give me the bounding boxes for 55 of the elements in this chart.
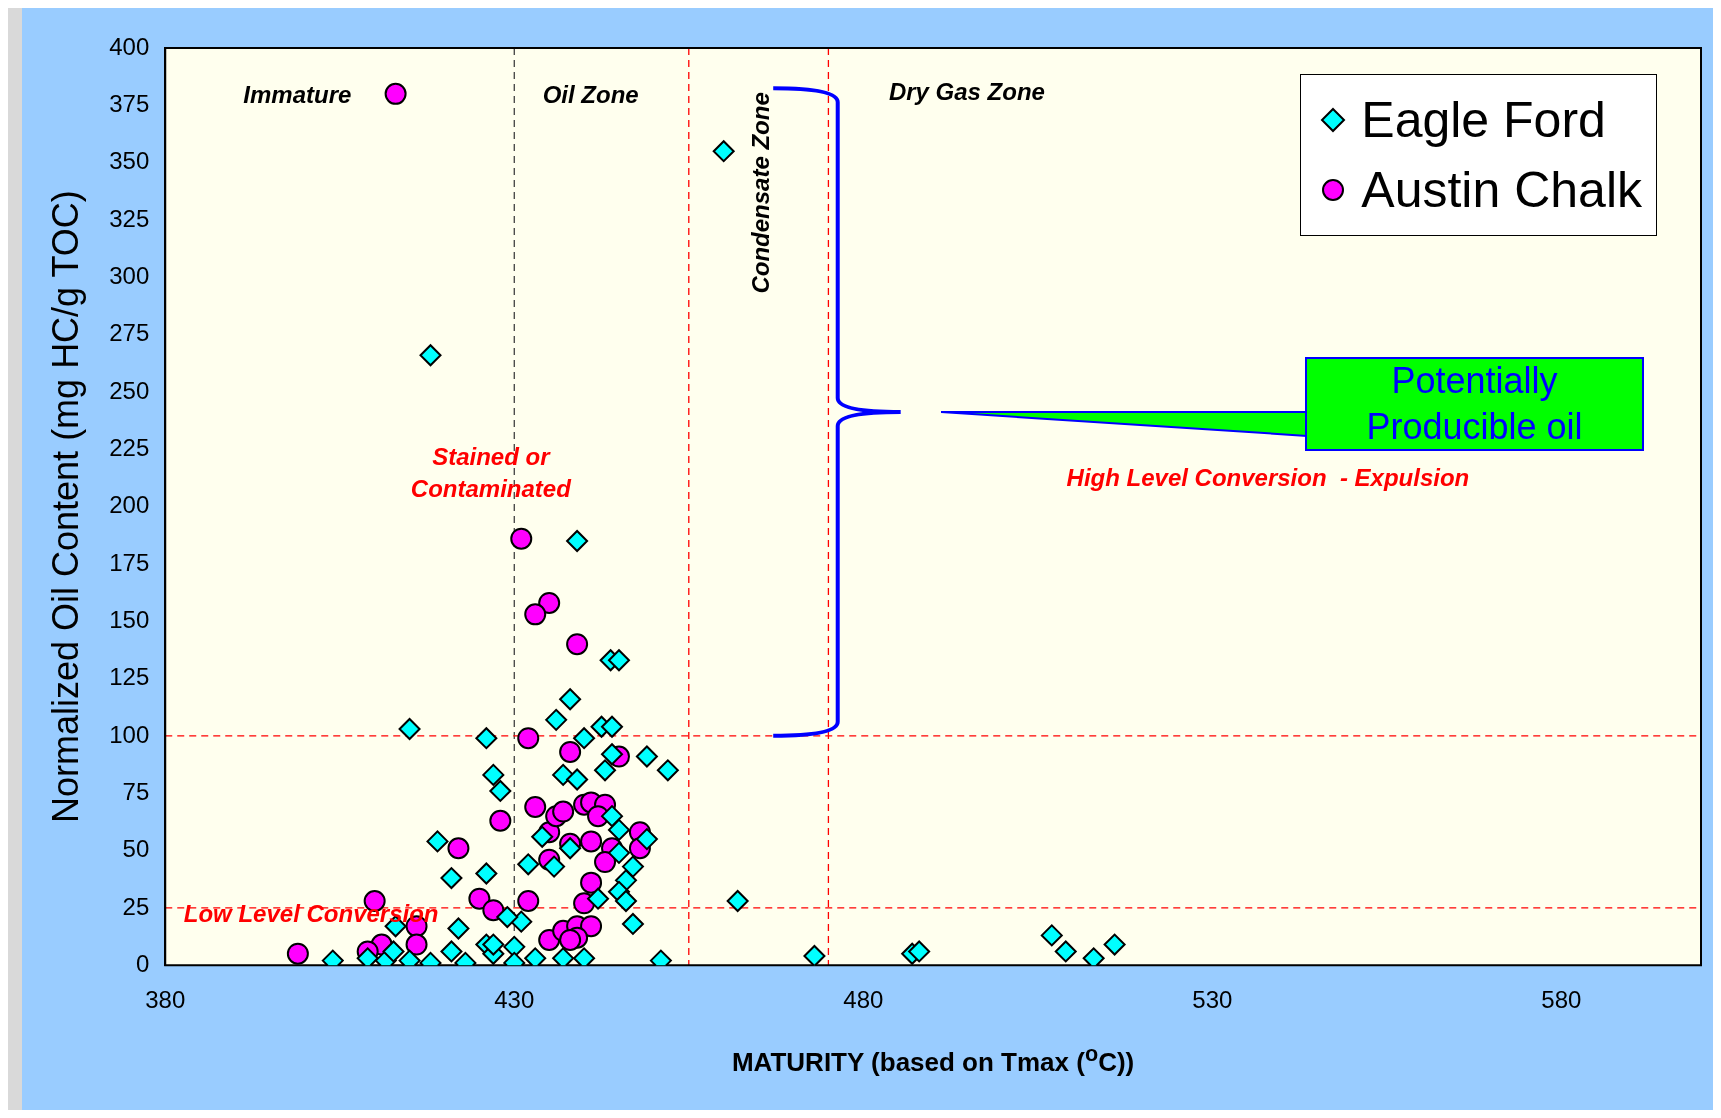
x-tick-label: 580 [1541, 986, 1582, 1014]
legend-label: Eagle Ford [1361, 91, 1606, 150]
point [594, 851, 617, 874]
y-tick-label: 225 [109, 433, 150, 461]
y-tick-label: 0 [135, 949, 150, 977]
point [468, 887, 491, 910]
annotation: Oil Zone [542, 80, 639, 108]
x-tick-label: 430 [494, 986, 535, 1014]
point [552, 800, 575, 823]
point [405, 933, 428, 956]
point [559, 928, 582, 951]
y-tick-label: 350 [109, 147, 150, 175]
annotation: Dry Gas Zone [888, 78, 1045, 106]
y-tick-label: 275 [109, 319, 150, 347]
point [517, 727, 540, 750]
point [384, 82, 407, 105]
point [538, 591, 561, 614]
y-tick-label: 75 [122, 777, 150, 805]
y-tick-label: 375 [109, 89, 150, 117]
point [580, 830, 603, 853]
point [524, 603, 547, 626]
point [566, 633, 589, 656]
legend-label: Austin Chalk [1361, 161, 1642, 220]
y-tick-label: 300 [109, 261, 150, 289]
x-tick-label: 530 [1192, 986, 1233, 1014]
x-tick-label: 480 [843, 986, 884, 1014]
y-tick-label: 50 [122, 835, 150, 863]
point [447, 837, 470, 860]
point [524, 795, 547, 818]
x-axis-title: MATURITY (based on Tmax ($^{o}$C)) [730, 1041, 1136, 1078]
x-tick-label: 380 [145, 986, 186, 1014]
annotation: Condensate Zone [747, 92, 775, 294]
y-tick-label: 100 [109, 720, 150, 748]
point [510, 527, 533, 550]
point [489, 809, 512, 832]
y-tick-label: 175 [109, 548, 150, 576]
y-tick-label: 150 [109, 605, 150, 633]
y-axis-title: Normalized Oil Content (mg HC/g TOC) [44, 190, 86, 824]
annotation: Immature [243, 80, 352, 108]
y-tick-label: 200 [109, 491, 150, 519]
y-tick-label: 325 [109, 204, 150, 232]
y-tick-label: 125 [109, 663, 150, 691]
y-tick-label: 400 [109, 32, 150, 60]
callout-box: Potentially Producible oil [1304, 357, 1645, 451]
point [517, 890, 540, 912]
y-tick-label: 250 [109, 376, 150, 404]
point [482, 899, 505, 922]
annotation: High Level Conversion - Expulsion [1066, 463, 1470, 491]
point [286, 942, 309, 965]
annotation: Low Level Conversion [183, 900, 439, 928]
point [559, 740, 582, 763]
annotation: Stained or Contaminated [410, 443, 573, 503]
y-tick-label: 25 [122, 892, 150, 920]
point [580, 871, 603, 894]
point [580, 915, 603, 938]
